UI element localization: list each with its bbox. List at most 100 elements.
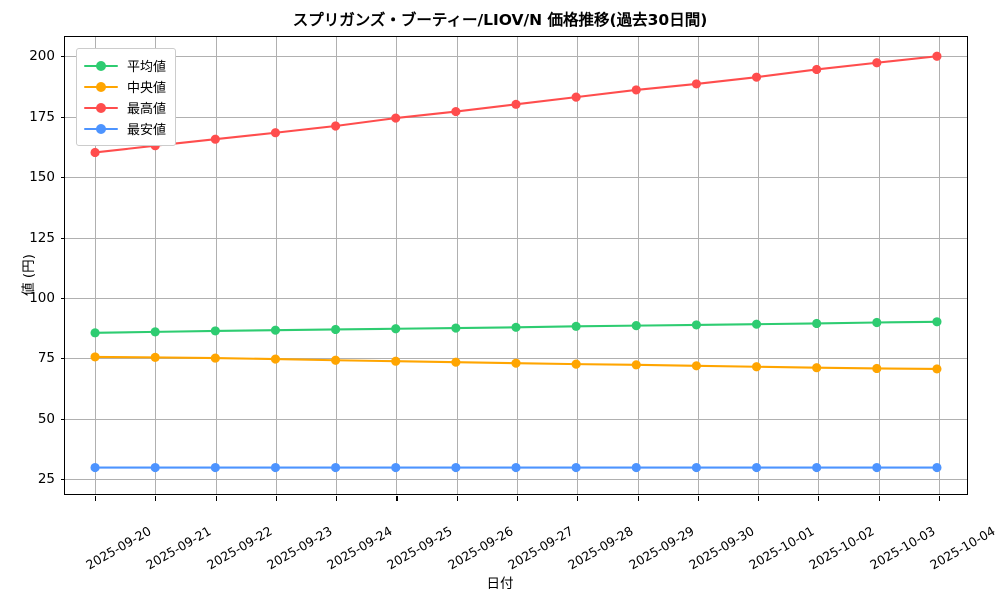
gridline-vertical [517,37,518,494]
gridline-horizontal [65,237,967,239]
data-point [691,462,701,473]
y-tick-label: 200 [29,48,55,65]
x-axis-title: 日付 [486,576,514,592]
y-tick-mark [60,177,65,179]
data-point [872,317,882,328]
data-point [451,357,461,367]
data-point [631,360,641,370]
gridline-vertical [336,37,338,494]
legend-label: 平均値 [127,60,167,75]
x-tick-label: 2025-09-22 [203,523,275,573]
data-point [270,462,281,473]
data-point [391,113,401,123]
y-tick-label: 50 [37,410,55,427]
data-point [932,317,942,327]
y-tick-mark [60,418,65,420]
data-point [511,462,521,473]
data-point [331,324,341,335]
data-point [90,462,100,473]
x-tick-mark [697,496,699,501]
legend-item-3[interactable]: 最安値 [84,118,166,139]
data-point [150,352,160,362]
gridline-horizontal [65,418,967,420]
x-tick-mark [517,496,519,501]
legend-item-2[interactable]: 最高値 [84,97,166,118]
data-point [691,361,701,371]
gridline-vertical [878,37,880,494]
plot-area: 25 50 75 100 125 150 175 200 2025-09-20 2025-09-… [29,36,998,572]
legend-swatch-icon [84,122,118,136]
legend-swatch-icon [84,101,118,115]
y-tick-label: 25 [37,471,55,488]
series-0 [90,317,942,338]
gridline-horizontal [65,479,967,481]
y-tick-label: 175 [29,108,55,125]
x-tick-label: 2025-10-03 [866,523,938,573]
legend-dot-icon [96,60,106,71]
x-tick-mark [215,496,217,501]
data-point [451,462,461,473]
data-point [451,323,461,333]
x-tick-mark [818,496,820,501]
gridline-horizontal [65,56,967,58]
data-point [391,324,401,334]
data-point [812,462,822,473]
y-tick-label: 150 [29,169,55,186]
y-tick-mark [60,297,65,299]
legend-dot-icon [96,81,106,92]
y-tick-mark [60,116,65,118]
data-point [511,99,521,109]
data-point [210,353,220,363]
data-point [932,364,942,374]
plot-inner [65,37,967,494]
gridline-vertical [577,37,579,494]
gridline-vertical [938,37,940,494]
data-point [571,359,581,369]
data-point [691,320,701,330]
data-point [571,92,581,102]
legend-item-1[interactable]: 中央値 [84,76,166,97]
x-tick-label: 2025-09-28 [565,523,636,573]
data-point [210,326,220,336]
data-point [691,79,701,89]
y-tick-label: 100 [29,289,55,306]
data-point [331,355,341,365]
data-point [872,363,882,374]
gridline-horizontal [65,177,967,179]
gridline-vertical [275,37,277,494]
x-tick-label: 2025-10-04 [927,523,998,573]
data-point [331,462,341,473]
data-point [391,356,401,366]
gridline-vertical [637,37,639,494]
data-point [751,362,762,372]
data-series-layer [90,51,942,473]
data-point [812,363,822,373]
data-point [270,354,281,364]
data-point [90,328,100,338]
x-tick-mark [396,496,398,501]
data-point [631,321,641,331]
gridline-vertical [396,37,398,494]
x-tick-mark [938,496,940,501]
legend-item-0[interactable]: 平均値 [84,55,166,76]
x-tick-label: 2025-09-26 [444,523,516,573]
gridline-horizontal [65,116,967,118]
data-point [451,106,461,117]
data-point [812,64,822,75]
gridline-vertical [155,37,157,494]
legend-label: 最安値 [127,123,167,138]
series-1 [90,352,942,374]
data-point [932,462,942,473]
x-tick-label: 2025-09-27 [505,523,576,573]
y-tick-mark [60,479,65,481]
x-tick-mark [155,496,157,501]
data-point [511,322,521,332]
gridline-vertical [95,37,97,494]
legend-label: 最高値 [127,102,167,117]
data-point [872,462,882,473]
chart-title: スプリガンズ・ブーティー/LIOV/N 価格推移(過去30日間) [292,11,708,29]
gridline-vertical [456,37,458,494]
data-point [150,462,160,473]
y-tick-mark [60,358,65,360]
